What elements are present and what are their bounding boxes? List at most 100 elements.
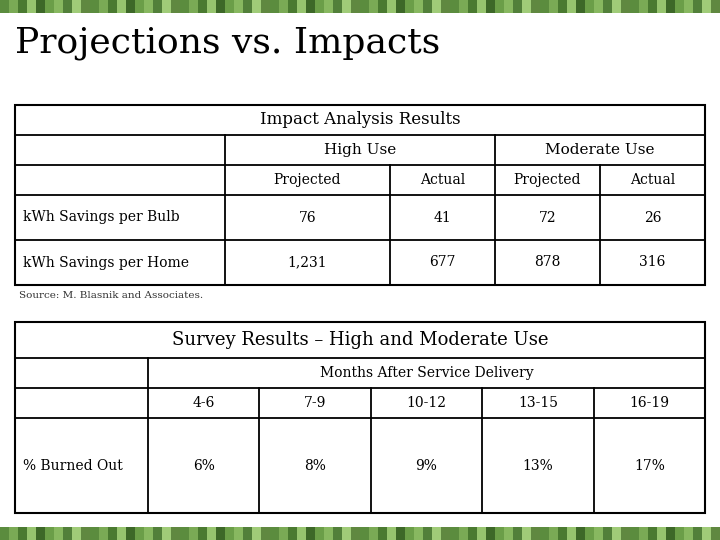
Bar (333, 527, 342, 540)
Bar (675, 527, 684, 540)
Bar (324, 0, 333, 13)
Text: 1,231: 1,231 (288, 255, 328, 269)
Bar (630, 527, 639, 540)
Bar (297, 527, 306, 540)
Text: Projected: Projected (274, 173, 341, 187)
Bar (135, 527, 144, 540)
Bar (243, 0, 252, 13)
Bar (9, 527, 18, 540)
Bar (315, 527, 324, 540)
Text: Impact Analysis Results: Impact Analysis Results (260, 111, 460, 129)
Text: 8%: 8% (304, 458, 326, 472)
Bar (567, 0, 576, 13)
Bar (432, 527, 441, 540)
Bar (27, 0, 36, 13)
Bar (477, 0, 486, 13)
Bar (198, 0, 207, 13)
Bar (18, 0, 27, 13)
Bar (351, 0, 360, 13)
Bar (621, 527, 630, 540)
Bar (468, 0, 477, 13)
Bar (252, 527, 261, 540)
Bar (153, 0, 162, 13)
Bar (207, 0, 216, 13)
Bar (126, 0, 135, 13)
Bar (450, 527, 459, 540)
Bar (108, 527, 117, 540)
Bar (207, 527, 216, 540)
Bar (15, 322, 705, 513)
Bar (459, 0, 468, 13)
Bar (666, 0, 675, 13)
Bar (378, 0, 387, 13)
Bar (450, 0, 459, 13)
Bar (684, 0, 693, 13)
Bar (9, 0, 18, 13)
Bar (153, 527, 162, 540)
Bar (459, 527, 468, 540)
Bar (72, 527, 81, 540)
Bar (522, 527, 531, 540)
Bar (558, 527, 567, 540)
Bar (144, 527, 153, 540)
Bar (495, 0, 504, 13)
Bar (45, 527, 54, 540)
Bar (216, 0, 225, 13)
Bar (360, 0, 369, 13)
Bar (288, 527, 297, 540)
Bar (486, 0, 495, 13)
Bar (279, 527, 288, 540)
Text: % Burned Out: % Burned Out (23, 458, 122, 472)
Bar (108, 0, 117, 13)
Bar (522, 0, 531, 13)
Text: Moderate Use: Moderate Use (545, 143, 654, 157)
Bar (270, 527, 279, 540)
Bar (63, 0, 72, 13)
Bar (423, 0, 432, 13)
Text: Actual: Actual (630, 173, 675, 187)
Text: 16-19: 16-19 (629, 396, 670, 410)
Text: Source: M. Blasnik and Associates.: Source: M. Blasnik and Associates. (19, 291, 203, 300)
Bar (117, 527, 126, 540)
Text: Projected: Projected (514, 173, 581, 187)
Bar (693, 527, 702, 540)
Bar (54, 527, 63, 540)
Bar (468, 527, 477, 540)
Bar (648, 527, 657, 540)
Bar (378, 527, 387, 540)
Text: Months After Service Delivery: Months After Service Delivery (320, 366, 534, 380)
Bar (630, 0, 639, 13)
Bar (261, 527, 270, 540)
Bar (90, 527, 99, 540)
Bar (504, 527, 513, 540)
Bar (495, 527, 504, 540)
Bar (270, 0, 279, 13)
Bar (486, 527, 495, 540)
Bar (549, 527, 558, 540)
Bar (189, 527, 198, 540)
Bar (387, 527, 396, 540)
Bar (513, 0, 522, 13)
Bar (234, 527, 243, 540)
Bar (369, 527, 378, 540)
Text: 9%: 9% (415, 458, 438, 472)
Bar (126, 527, 135, 540)
Bar (414, 527, 423, 540)
Bar (441, 0, 450, 13)
Bar (81, 527, 90, 540)
Bar (63, 527, 72, 540)
Bar (81, 0, 90, 13)
Bar (441, 527, 450, 540)
Bar (702, 527, 711, 540)
Bar (405, 0, 414, 13)
Bar (657, 527, 666, 540)
Bar (585, 0, 594, 13)
Text: 13-15: 13-15 (518, 396, 558, 410)
Bar (342, 0, 351, 13)
Bar (621, 0, 630, 13)
Text: 76: 76 (299, 211, 316, 225)
Bar (288, 0, 297, 13)
Bar (198, 527, 207, 540)
Bar (180, 527, 189, 540)
Text: 10-12: 10-12 (407, 396, 446, 410)
